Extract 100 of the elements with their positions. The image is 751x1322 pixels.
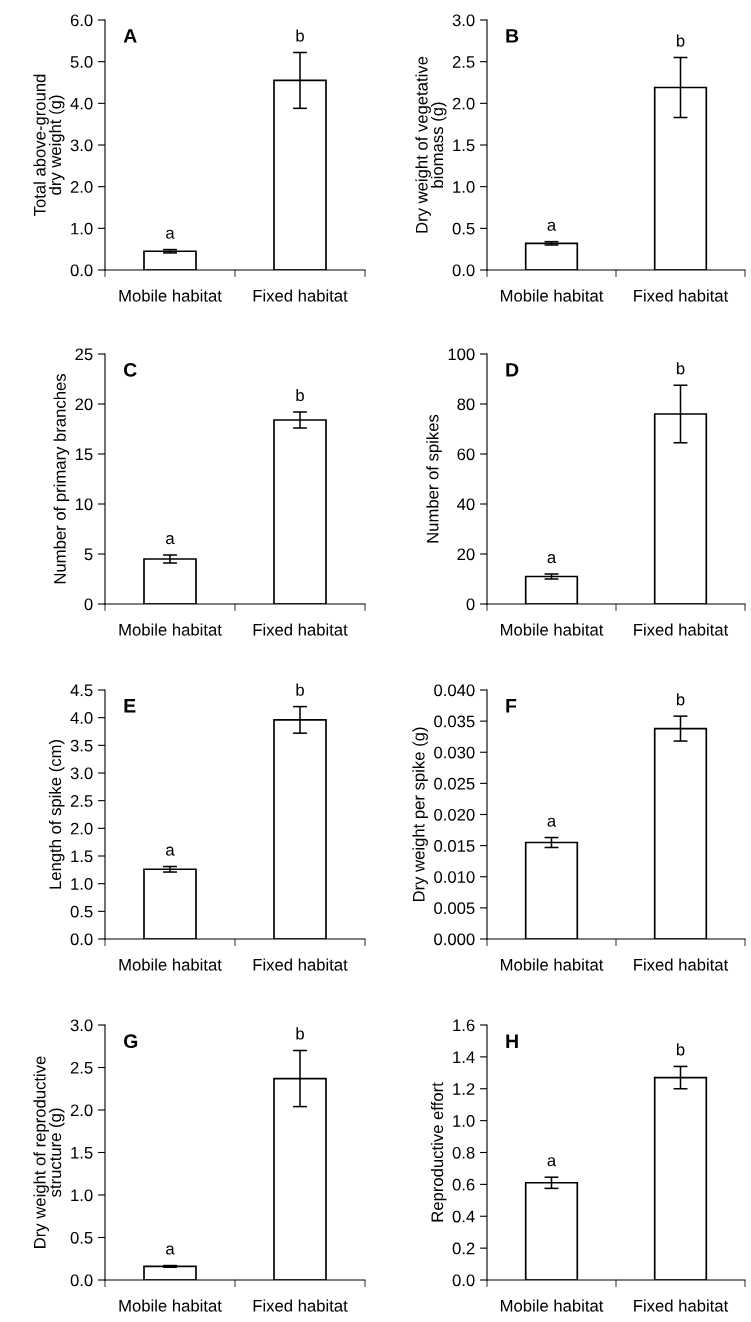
x-tick-label: Mobile habitat	[119, 1299, 222, 1312]
annotation: b	[296, 1027, 304, 1040]
y-axis-title: Dry weight of vegetative biomass (g)	[415, 56, 447, 233]
y-tick-label: 0.020	[434, 808, 475, 821]
y-tick-label: 0.030	[434, 746, 475, 759]
y-axis-title: Total above-ground dry weight (g)	[33, 74, 65, 216]
chart-title: H	[506, 1034, 518, 1048]
annotation: a	[547, 1157, 557, 1167]
annotation: b	[296, 388, 304, 402]
y-tick-label: 0.000	[434, 933, 475, 946]
y-tick-label: 1.4	[453, 1051, 475, 1063]
chart-title: B	[506, 29, 519, 43]
x-tick-label: Fixed habitat	[634, 289, 729, 302]
y-tick-label: 2.5	[70, 795, 93, 807]
y-tick-label: 0.2	[452, 1242, 475, 1255]
y-tick-label: 15	[75, 448, 93, 461]
x-tick-label: Fixed habitat	[253, 958, 348, 971]
x-tick-label: Fixed habitat	[634, 958, 729, 971]
y-tick-label: 40	[457, 498, 475, 511]
y-tick-label: 25	[75, 348, 93, 361]
y-tick-label: 5	[84, 548, 93, 561]
y-tick-label: 0.6	[452, 1178, 475, 1191]
y-tick-label: 0.0	[70, 933, 93, 946]
y-tick-label: 2.0	[70, 181, 93, 193]
y-tick-label: 3.0	[70, 767, 93, 780]
y-tick-label: 4.5	[70, 684, 93, 697]
x-tick-label: Mobile habitat	[500, 289, 604, 302]
annotation: a	[166, 1245, 175, 1255]
y-tick-label: 4.0	[70, 97, 93, 110]
y-tick-label: 5.0	[70, 56, 93, 68]
y-tick-label: 0.025	[434, 777, 475, 790]
y-tick-label: 2.0	[70, 1104, 93, 1117]
y-tick-label: 0.8	[452, 1146, 475, 1159]
annotation: a	[166, 535, 175, 545]
chart-title: E	[124, 699, 136, 713]
y-tick-label: 4.0	[70, 712, 93, 724]
annotation: a	[166, 229, 175, 239]
y-tick-label: 1.2	[453, 1083, 475, 1095]
x-tick-label: Fixed habitat	[634, 1299, 729, 1312]
x-tick-label: Fixed habitat	[253, 623, 348, 636]
y-tick-label: 0.5	[452, 222, 475, 235]
y-axis-title: Number of spikes	[426, 414, 442, 543]
annotation: b	[296, 29, 304, 42]
x-tick-label: Mobile habitat	[500, 623, 604, 636]
annotation: b	[676, 1043, 685, 1056]
annotation: b	[676, 693, 685, 706]
annotation: b	[676, 362, 685, 375]
x-tick-label: Fixed habitat	[253, 289, 348, 302]
y-tick-label: 0.035	[434, 715, 475, 728]
y-axis-title: Dry weight per spike (g)	[412, 727, 428, 902]
y-tick-label: 3.5	[70, 739, 93, 752]
y-tick-label: 2.0	[452, 97, 475, 110]
y-tick-label: 6.0	[70, 14, 93, 27]
annotation: a	[547, 554, 557, 564]
chart-title: A	[123, 29, 137, 43]
y-tick-label: 0	[84, 598, 93, 611]
y-tick-label: 1.0	[453, 181, 475, 193]
y-tick-label: 2.5	[452, 56, 475, 68]
y-tick-label: 0.040	[434, 684, 475, 697]
x-tick-label: Fixed habitat	[253, 1299, 348, 1312]
y-tick-label: 20	[75, 398, 93, 411]
x-tick-label: Mobile habitat	[500, 1299, 604, 1312]
chart-title: G	[124, 1034, 138, 1049]
y-tick-label: 0.0	[452, 1274, 475, 1287]
y-tick-label: 80	[457, 398, 475, 411]
y-tick-label: 1.5	[453, 139, 475, 152]
x-tick-label: Fixed habitat	[634, 623, 729, 636]
y-tick-label: 0.5	[70, 905, 93, 918]
annotation: b	[676, 34, 685, 47]
y-tick-label: 60	[457, 448, 475, 461]
y-tick-label: 2.0	[70, 822, 93, 835]
y-tick-label: 0.010	[434, 871, 475, 883]
y-axis-title: Length of spike (cm)	[48, 740, 65, 889]
y-axis-title: Dry weight of reproductive structure (g)	[33, 1056, 65, 1248]
y-tick-label: 3.0	[452, 14, 475, 27]
y-tick-label: 0.0	[70, 264, 93, 277]
annotation: a	[166, 846, 175, 856]
y-tick-label: 1.5	[71, 1147, 93, 1159]
y-axis-title: Number of primary branches	[53, 374, 70, 584]
y-tick-label: 1.5	[71, 850, 93, 863]
chart-title: C	[124, 362, 137, 377]
y-tick-label: 0.4	[452, 1210, 475, 1223]
y-tick-label: 2.5	[70, 1061, 93, 1074]
y-tick-label: 1.0	[71, 878, 93, 890]
x-tick-label: Mobile habitat	[119, 958, 222, 971]
y-tick-label: 0.0	[70, 1274, 93, 1287]
y-tick-label: 0.015	[434, 840, 475, 852]
y-tick-label: 20	[457, 548, 475, 561]
y-axis-title: Reproductive effort	[430, 1082, 447, 1222]
chart-title: F	[506, 699, 517, 713]
y-tick-label: 100	[448, 348, 475, 361]
x-tick-label: Mobile habitat	[119, 289, 222, 302]
y-tick-label: 3.0	[70, 139, 93, 152]
chart-title: D	[506, 363, 519, 377]
y-tick-label: 3.0	[70, 1019, 93, 1032]
y-tick-label: 0.5	[70, 1231, 93, 1244]
x-tick-label: Mobile habitat	[500, 958, 604, 971]
x-tick-label: Mobile habitat	[119, 623, 222, 636]
y-tick-label: 1.0	[71, 222, 93, 235]
annotation: b	[296, 683, 304, 696]
